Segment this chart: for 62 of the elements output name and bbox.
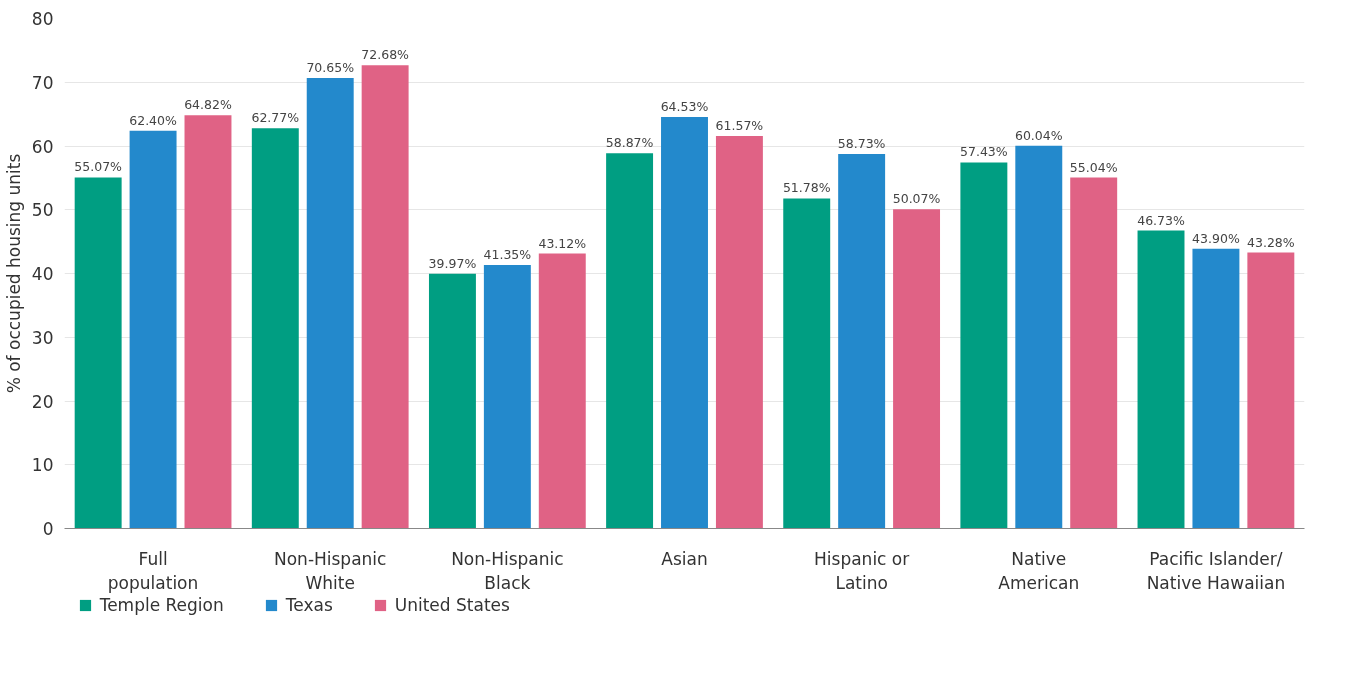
bar [1192, 248, 1240, 529]
data-label: 55.07% [74, 159, 123, 175]
y-tick-label: 10 [31, 455, 54, 476]
legend-label: Texas [285, 595, 333, 615]
data-label: 43.90% [1192, 230, 1240, 246]
y-tick-label: 60 [31, 136, 54, 157]
x-tick-label: Non-Hispanic White [273, 548, 387, 593]
y-tick-label: 70 [31, 72, 54, 93]
data-label: 55.04% [1069, 159, 1118, 175]
legend-label: United States [394, 595, 510, 615]
bar [1015, 145, 1063, 529]
data-label: 64.82% [184, 97, 232, 113]
bar [893, 209, 941, 529]
data-label: 62.77% [251, 110, 300, 126]
bar [838, 154, 886, 529]
data-label: 61.57% [715, 117, 764, 133]
data-label: 39.97% [428, 255, 477, 271]
y-axis-title: % of occupied housing units [3, 153, 24, 394]
bar [538, 253, 586, 529]
bar [361, 65, 409, 529]
x-tick-label: Pacific Islander/ Native Hawaiian [1146, 548, 1286, 593]
data-label: 58.73% [837, 136, 886, 152]
y-tick-label: 50 [31, 200, 54, 221]
bar [783, 198, 831, 529]
y-tick-label: 80 [31, 9, 54, 29]
bar [960, 162, 1008, 529]
bar [74, 177, 122, 529]
bar [251, 128, 299, 529]
data-label: 43.28% [1247, 234, 1295, 250]
data-label: 60.04% [1014, 127, 1063, 143]
bar [1070, 177, 1118, 529]
data-label: 64.53% [660, 99, 709, 115]
data-label: 57.43% [960, 144, 1008, 160]
x-tick-label: Full population [107, 548, 199, 593]
bar [606, 153, 654, 529]
bar [483, 264, 531, 529]
data-label: 58.87% [605, 135, 654, 151]
data-label: 50.07% [892, 191, 941, 207]
bar [129, 130, 177, 529]
data-label: 51.78% [782, 180, 831, 196]
y-tick-label: 0 [42, 519, 54, 539]
data-label: 70.65% [306, 60, 355, 76]
data-label: 43.12% [538, 235, 587, 251]
data-label: 46.73% [1137, 212, 1185, 228]
y-tick-label: 40 [31, 264, 54, 284]
y-tick-label: 20 [31, 391, 54, 412]
y-tick-label: 30 [31, 327, 54, 348]
bar [306, 78, 354, 529]
data-label: 41.35% [483, 246, 532, 262]
bar [428, 273, 476, 529]
data-label: 62.40% [129, 112, 178, 128]
x-tick-label: Native American [998, 548, 1080, 593]
bar [1137, 230, 1185, 529]
x-tick-label: Hispanic or Latino [814, 548, 910, 593]
x-tick-label: Asian [661, 548, 708, 569]
bar [715, 135, 763, 529]
bar [661, 117, 708, 529]
x-tick-label: Non-Hispanic Black [451, 548, 564, 593]
legend-label: Temple Region [99, 595, 224, 615]
bar [1247, 252, 1295, 529]
bar [184, 115, 232, 529]
data-label: 72.68% [361, 47, 410, 63]
